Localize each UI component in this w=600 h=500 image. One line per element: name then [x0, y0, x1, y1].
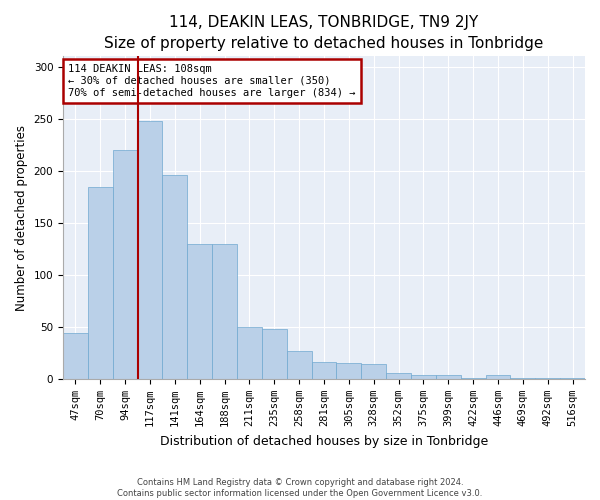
Bar — [88, 188, 113, 379]
Bar — [113, 150, 137, 379]
Bar — [262, 329, 287, 379]
Bar — [436, 375, 461, 379]
Title: 114, DEAKIN LEAS, TONBRIDGE, TN9 2JY
Size of property relative to detached house: 114, DEAKIN LEAS, TONBRIDGE, TN9 2JY Siz… — [104, 15, 544, 51]
Text: Contains HM Land Registry data © Crown copyright and database right 2024.
Contai: Contains HM Land Registry data © Crown c… — [118, 478, 482, 498]
X-axis label: Distribution of detached houses by size in Tonbridge: Distribution of detached houses by size … — [160, 434, 488, 448]
Bar — [212, 244, 237, 379]
Bar — [511, 378, 535, 379]
Bar — [63, 333, 88, 379]
Bar — [361, 364, 386, 379]
Bar — [485, 375, 511, 379]
Bar — [461, 378, 485, 379]
Bar — [535, 378, 560, 379]
Bar — [137, 121, 163, 379]
Bar — [311, 362, 337, 379]
Bar — [237, 327, 262, 379]
Y-axis label: Number of detached properties: Number of detached properties — [15, 124, 28, 310]
Bar — [287, 351, 311, 379]
Bar — [163, 175, 187, 379]
Bar — [337, 364, 361, 379]
Bar — [560, 378, 585, 379]
Text: 114 DEAKIN LEAS: 108sqm
← 30% of detached houses are smaller (350)
70% of semi-d: 114 DEAKIN LEAS: 108sqm ← 30% of detache… — [68, 64, 356, 98]
Bar — [386, 372, 411, 379]
Bar — [187, 244, 212, 379]
Bar — [411, 375, 436, 379]
